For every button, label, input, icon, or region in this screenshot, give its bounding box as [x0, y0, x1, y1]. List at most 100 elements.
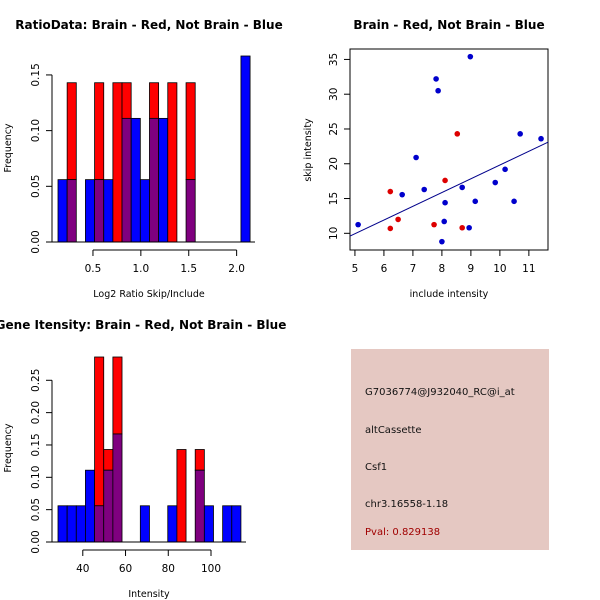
x-tick-label: 8: [439, 263, 446, 275]
y-tick-label: 25: [328, 122, 340, 135]
red-point: [442, 177, 448, 184]
gene-intensity-axes: 0.00 0.05 0.10 0.15 0.20 0.25 40 60 80 100: [30, 369, 246, 575]
x-tick-label: 5: [352, 263, 359, 275]
x-tick-label: 1.0: [132, 263, 149, 275]
x-tick-label: 60: [119, 563, 132, 575]
red-point: [431, 221, 437, 228]
blue-bar: [130, 117, 141, 243]
blue-bar: [66, 505, 77, 543]
regression-line: [349, 141, 549, 237]
scatter-xlabel: include intensity: [410, 289, 489, 300]
red-bar: [149, 82, 160, 119]
ratio-histogram-axes: 0.00 0.05 0.10 0.15 0.5 1.0 1.5 2.0: [30, 63, 255, 275]
red-bar: [185, 82, 196, 181]
blue-point: [399, 191, 405, 198]
overlap-bar: [185, 179, 196, 243]
red-bar: [94, 82, 105, 181]
y-tick-label: 0.05: [30, 498, 42, 521]
blue-point: [441, 218, 448, 225]
blue-point: [466, 224, 472, 231]
blue-bar: [231, 505, 242, 543]
blue-point: [421, 186, 428, 193]
overlap-bar: [149, 117, 160, 243]
blue-point: [538, 135, 544, 142]
scatter-points: [355, 53, 544, 245]
gene-intensity-xlabel: Intensity: [128, 589, 170, 600]
scatter-axes: 5 6 7 8 9 10 11 10 15 20 25 30 35: [328, 53, 536, 275]
red-point: [395, 216, 401, 223]
y-tick-label: 0.10: [30, 466, 42, 489]
red-bar: [103, 449, 114, 471]
blue-bar: [167, 505, 178, 543]
x-tick-label: 6: [381, 263, 388, 275]
y-tick-label: 0.20: [30, 401, 42, 424]
scatter-ylabel: skip intensity: [303, 118, 314, 182]
x-tick-label: 1.5: [180, 263, 197, 275]
blue-bar: [57, 179, 68, 243]
p-value: Pval: 0.829138: [365, 527, 441, 538]
x-tick-label: 2.0: [228, 263, 245, 275]
overlap-bar: [94, 179, 105, 243]
blue-point: [442, 199, 448, 206]
x-tick-label: 11: [522, 263, 535, 275]
probe-id: G7036774@J932040_RC@i_at: [365, 387, 515, 398]
y-tick-label: 30: [328, 88, 340, 101]
blue-point: [413, 154, 419, 161]
red-point: [459, 224, 465, 231]
y-tick-label: 20: [328, 157, 340, 170]
red-point: [387, 188, 394, 195]
gene-intensity-title: Gene Itensity: Brain - Red, Not Brain - …: [0, 318, 286, 332]
red-bar: [112, 82, 123, 243]
blue-bar: [85, 179, 95, 243]
gene-intensity-bars: [57, 356, 242, 543]
overlap-bar: [94, 505, 105, 543]
red-bar: [66, 82, 77, 181]
blue-bar: [158, 117, 169, 243]
y-tick-label: 10: [328, 227, 340, 240]
y-tick-label: 0.15: [30, 433, 42, 456]
overlap-bar: [121, 117, 132, 243]
red-bar: [194, 449, 205, 471]
blue-point: [502, 166, 508, 173]
blue-bar: [139, 179, 150, 243]
y-tick-label: 0.00: [30, 530, 42, 553]
x-tick-label: 7: [410, 263, 417, 275]
blue-point: [472, 198, 479, 205]
blue-point: [433, 76, 439, 82]
y-tick-label: 0.10: [30, 119, 42, 142]
y-tick-label: 0.00: [30, 230, 42, 253]
gene-name: Csf1: [365, 462, 388, 473]
ratio-histogram-title: RatioData: Brain - Red, Not Brain - Blue: [15, 18, 282, 32]
blue-bar: [75, 505, 86, 543]
blue-bar: [203, 505, 214, 543]
y-tick-label: 15: [328, 192, 340, 205]
blue-point: [492, 179, 499, 186]
blue-bar: [139, 505, 150, 543]
ratio-histogram-xlabel: Log2 Ratio Skip/Include: [93, 289, 205, 300]
red-point: [387, 225, 394, 232]
blue-point: [467, 53, 474, 60]
scatter-plot-box: [349, 48, 549, 251]
blue-bar: [103, 179, 114, 243]
blue-bar: [240, 55, 251, 243]
red-point: [454, 131, 461, 137]
x-tick-label: 40: [76, 563, 89, 575]
blue-bar: [222, 505, 233, 543]
overlap-bar: [112, 433, 123, 543]
blue-point: [459, 184, 465, 191]
x-tick-label: 10: [493, 263, 506, 275]
scatter-title: Brain - Red, Not Brain - Blue: [353, 18, 544, 32]
blue-point: [511, 198, 517, 205]
scatter-regression: [349, 141, 549, 237]
x-tick-label: 9: [468, 263, 475, 275]
ratio-histogram-ylabel: Frequency: [3, 123, 14, 172]
y-tick-label: 35: [328, 53, 340, 66]
blue-point: [439, 238, 445, 245]
intensity-scatter: Brain - Red, Not Brain - Blue 5 6 7 8 9 10 11 1…: [303, 18, 549, 300]
ratio-histogram-bars: [57, 55, 251, 243]
blue-point: [355, 221, 361, 228]
red-bar: [176, 449, 187, 543]
red-bar: [112, 356, 123, 435]
overlap-bar: [66, 179, 77, 243]
